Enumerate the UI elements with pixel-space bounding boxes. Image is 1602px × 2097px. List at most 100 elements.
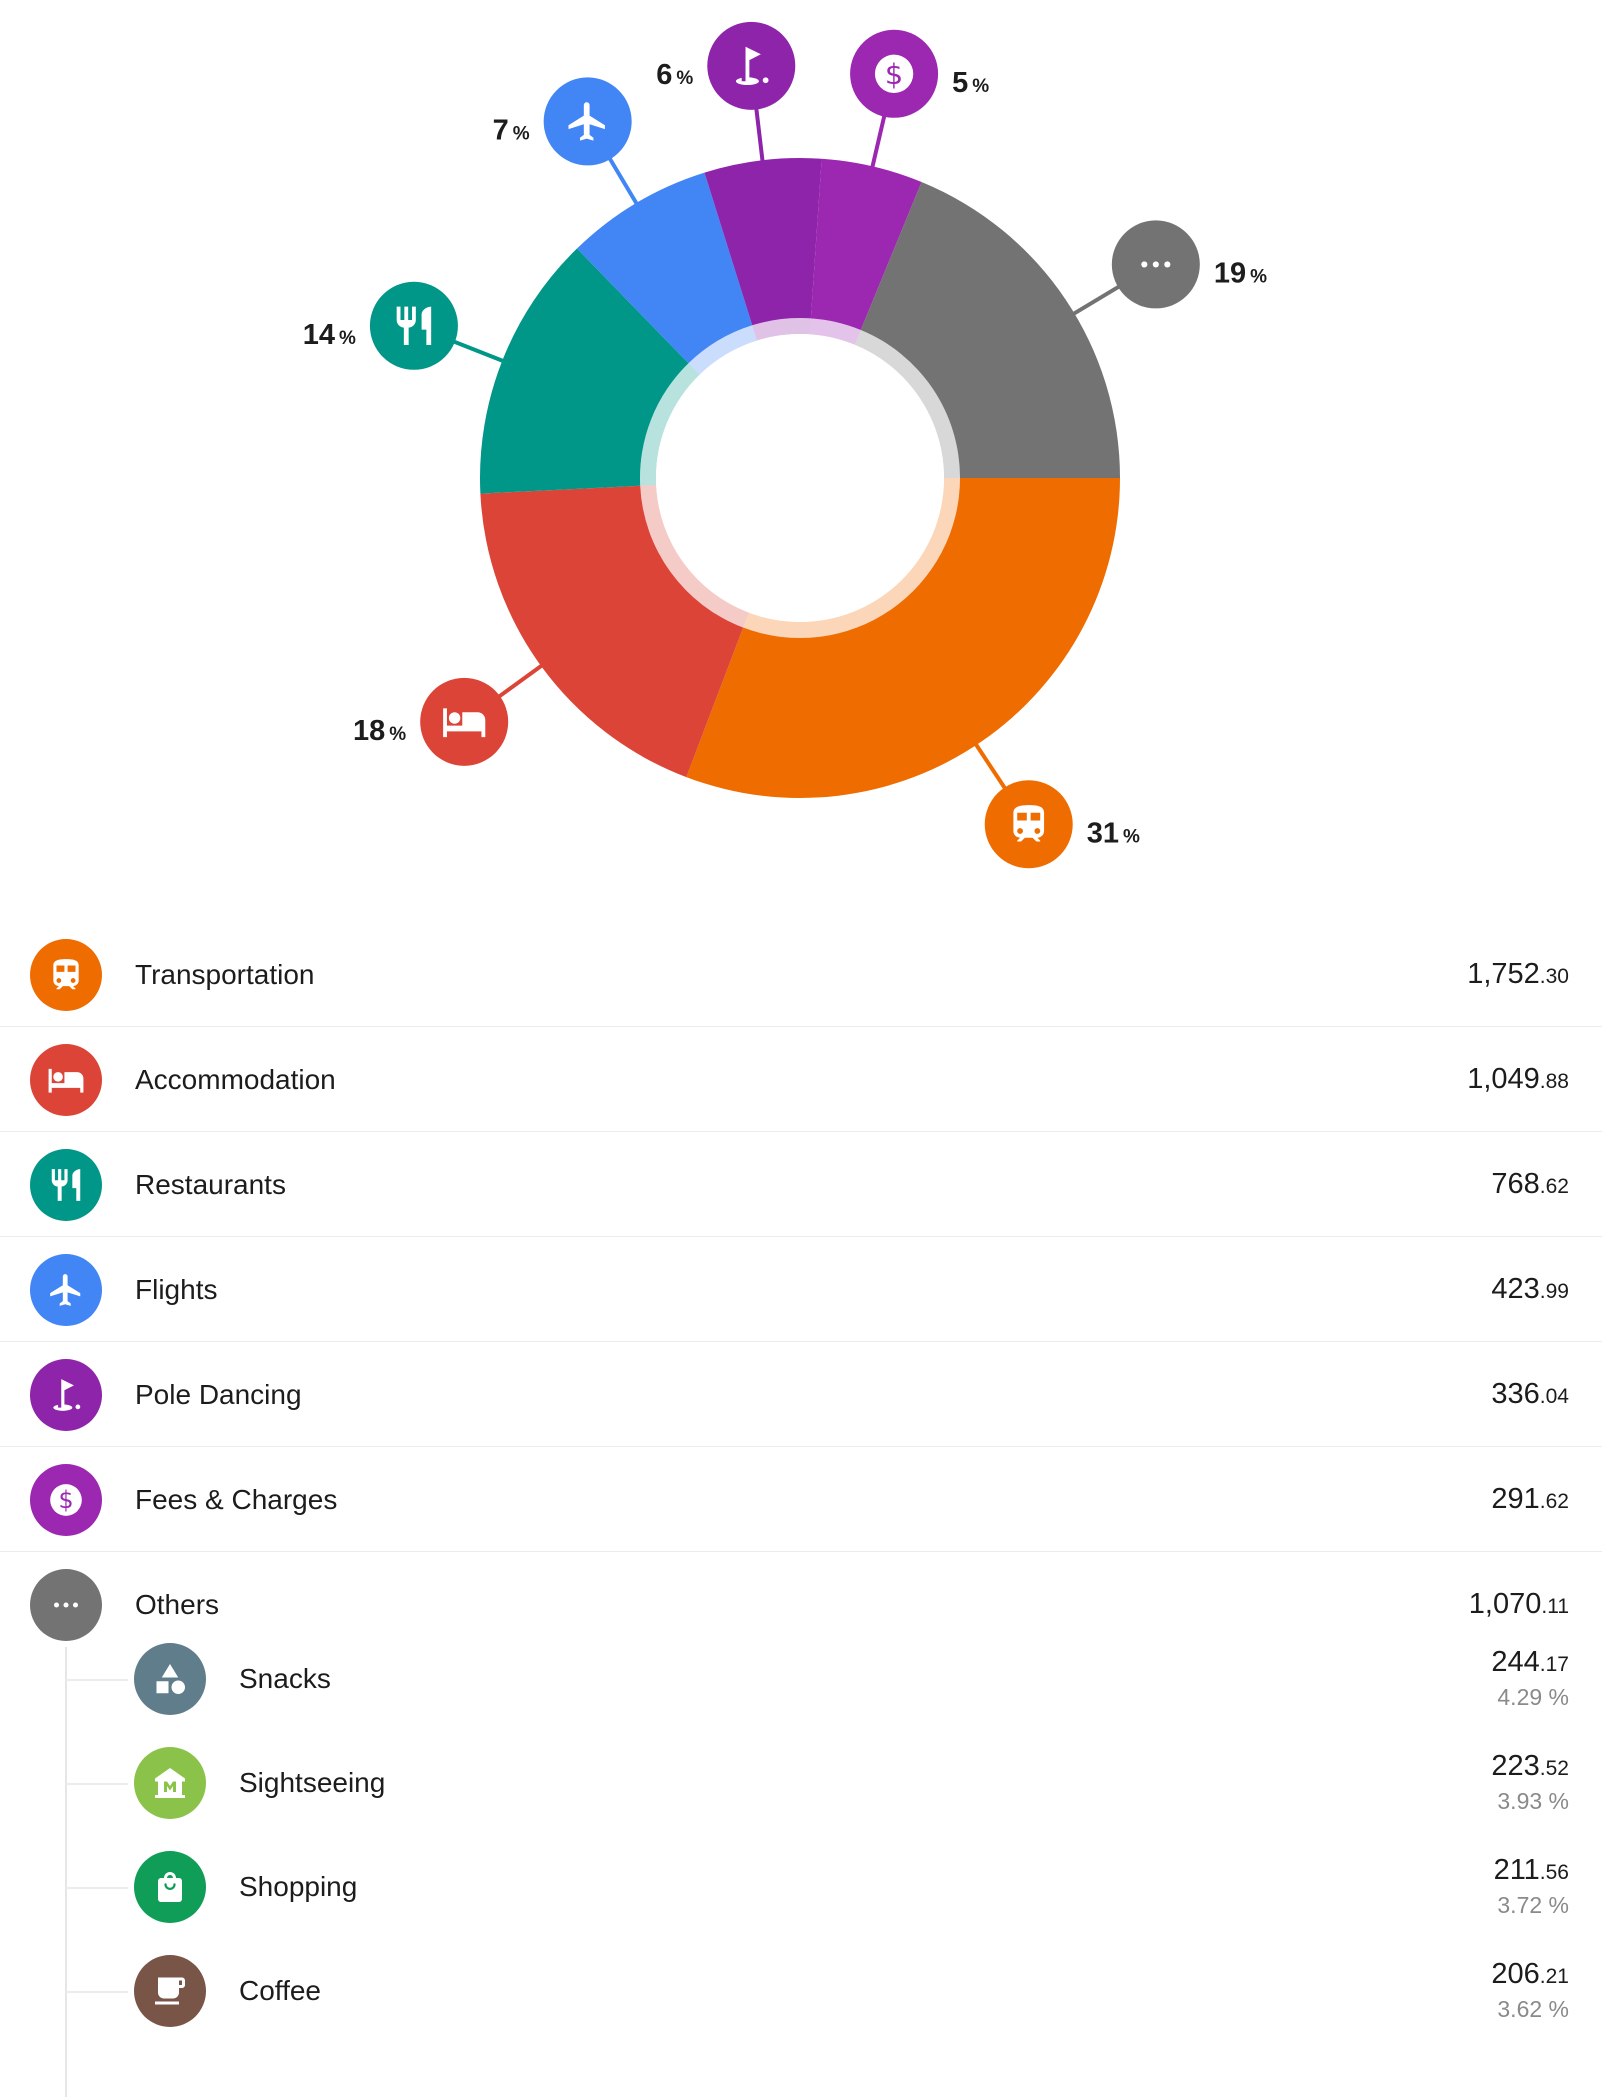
slice-percent-label: 14% <box>303 319 356 351</box>
tree-branch <box>66 1887 128 1889</box>
subcategory-share: 3.62 % <box>1497 1996 1569 2022</box>
list-item-restaurants[interactable]: Restaurants 768.62 <box>0 1132 1602 1237</box>
subcategory-amount: 244.17 <box>1491 1645 1569 1682</box>
amount-whole: 336 <box>1491 1378 1540 1410</box>
dollar-icon <box>30 1464 102 1536</box>
list-item-shopping[interactable]: Shopping 211.56 3.72 % <box>0 1835 1602 1939</box>
subcategory-share: 3.72 % <box>1497 1892 1569 1918</box>
category-amount: 423.99 <box>1491 1237 1569 1342</box>
amount-whole: 223 <box>1491 1750 1540 1782</box>
amount-cents: .30 <box>1539 965 1569 988</box>
amount-cents: .62 <box>1539 1175 1569 1198</box>
list-item-fees-charges[interactable]: Fees & Charges 291.62 <box>0 1447 1602 1552</box>
others-subcategory-list: Snacks 244.17 4.29 % Sightseeing 223.52 … <box>0 1627 1602 2043</box>
category-name: Fees & Charges <box>135 1484 338 1515</box>
donut-slices <box>480 158 1120 798</box>
amount-cents: .52 <box>1539 1757 1569 1780</box>
slice-percent-label: 18% <box>353 715 406 747</box>
subcategory-name: Snacks <box>239 1663 331 1694</box>
category-list: Transportation 1,752.30 Accommodation 1,… <box>0 922 1602 1657</box>
train-icon <box>30 939 102 1011</box>
amount-whole: 291 <box>1491 1483 1540 1515</box>
category-name: Flights <box>135 1274 218 1305</box>
slice-percent-label: 6% <box>656 59 693 91</box>
amount-cents: .17 <box>1539 1653 1569 1676</box>
slice-pole-dancing[interactable] <box>704 158 822 326</box>
category-name: Others <box>135 1589 220 1620</box>
train-icon <box>1013 805 1045 842</box>
category-name: Restaurants <box>135 1169 286 1200</box>
slice-percent-label: 31% <box>1087 817 1140 849</box>
subcategory-amount: 223.52 <box>1491 1749 1569 1786</box>
donut-hole <box>656 334 944 622</box>
cutlery-icon <box>30 1149 102 1221</box>
list-item-sightseeing[interactable]: Sightseeing 223.52 3.93 % <box>0 1731 1602 1835</box>
list-item-transportation[interactable]: Transportation 1,752.30 <box>0 922 1602 1027</box>
slice-percent-label: 5% <box>952 67 989 99</box>
inner-ring-segment <box>688 325 758 375</box>
donut-callouts: 31 % 18 % 14 % 7 % 6% 5 % 19% <box>303 21 1267 869</box>
slice-transportation[interactable] <box>686 478 1120 798</box>
category-amount: 768.62 <box>1491 1132 1569 1237</box>
slice-restaurants[interactable] <box>480 248 689 494</box>
list-item-coffee[interactable]: Coffee 206.21 3.62 % <box>0 1939 1602 2043</box>
category-amount: 1,752.30 <box>1467 922 1569 1027</box>
subcategory-name: Shopping <box>239 1871 358 1902</box>
subcategory-name: Sightseeing <box>239 1767 386 1798</box>
slice-percent-label: 7% <box>493 114 530 146</box>
callout-bubble <box>369 281 458 370</box>
category-name: Pole Dancing <box>135 1379 302 1410</box>
airplane-icon <box>30 1254 102 1326</box>
amount-whole: 1,070 <box>1468 1588 1542 1620</box>
amount-whole: 211 <box>1493 1854 1540 1886</box>
callout-leader-lines <box>413 65 1157 826</box>
subcategory-name: Coffee <box>239 1975 321 2006</box>
inner-ring-segment <box>854 329 960 479</box>
bed-icon <box>30 1044 102 1116</box>
inner-ring-segment <box>809 318 861 345</box>
list-item-snacks[interactable]: Snacks 244.17 4.29 % <box>0 1627 1602 1731</box>
dollar-icon <box>874 54 914 93</box>
inner-ring-segment <box>752 318 811 341</box>
callout-bubble <box>707 21 796 110</box>
inner-ring-segment <box>743 477 960 638</box>
amount-cents: .88 <box>1539 1070 1569 1093</box>
shopping-bag-icon <box>134 1851 206 1923</box>
amount-cents: .11 <box>1541 1595 1569 1618</box>
amount-cents: .21 <box>1539 1965 1569 1988</box>
spending-donut-chart: $ <box>0 0 1602 880</box>
tree-branch <box>66 1783 128 1785</box>
list-item-others[interactable]: Others 1,070.11 <box>0 1552 1602 1657</box>
list-item-pole-dancing[interactable]: Pole Dancing 336.04 <box>0 1342 1602 1447</box>
category-amount: 1,070.11 <box>1469 1552 1569 1657</box>
category-amount: 1,049.88 <box>1467 1027 1569 1132</box>
donut-chart-svg: $ <box>303 21 1267 869</box>
shapes-icon <box>134 1643 206 1715</box>
list-item-accommodation[interactable]: Accommodation 1,049.88 <box>0 1027 1602 1132</box>
amount-cents: .04 <box>1539 1385 1569 1408</box>
amount-whole: 1,752 <box>1467 958 1540 990</box>
slice-accommodation[interactable] <box>480 485 744 778</box>
amount-cents: .56 <box>1539 1861 1569 1884</box>
slice-flights[interactable] <box>576 172 753 364</box>
list-item-flights[interactable]: Flights 423.99 <box>0 1237 1602 1342</box>
amount-whole: 206 <box>1491 1958 1540 1990</box>
more-dots-icon <box>30 1569 102 1641</box>
donut-inner-ring <box>640 318 960 638</box>
amount-whole: 423 <box>1491 1273 1540 1305</box>
more-dots-icon <box>1141 261 1171 268</box>
coffee-cup-icon <box>134 1955 206 2027</box>
tree-branch <box>66 1991 128 1993</box>
subcategory-amount: 211.56 <box>1494 1853 1569 1890</box>
museum-icon <box>134 1747 206 1819</box>
golf-flag-icon <box>30 1359 102 1431</box>
amount-whole: 768 <box>1491 1168 1540 1200</box>
category-name: Transportation <box>135 959 315 990</box>
slice-others[interactable] <box>860 181 1120 478</box>
slice-fees-charges[interactable] <box>810 158 922 330</box>
amount-whole: 1,049 <box>1467 1063 1540 1095</box>
category-amount: 336.04 <box>1491 1342 1569 1447</box>
inner-ring-segment <box>640 484 749 628</box>
amount-cents: .62 <box>1539 1490 1569 1513</box>
category-name: Accommodation <box>135 1064 336 1095</box>
